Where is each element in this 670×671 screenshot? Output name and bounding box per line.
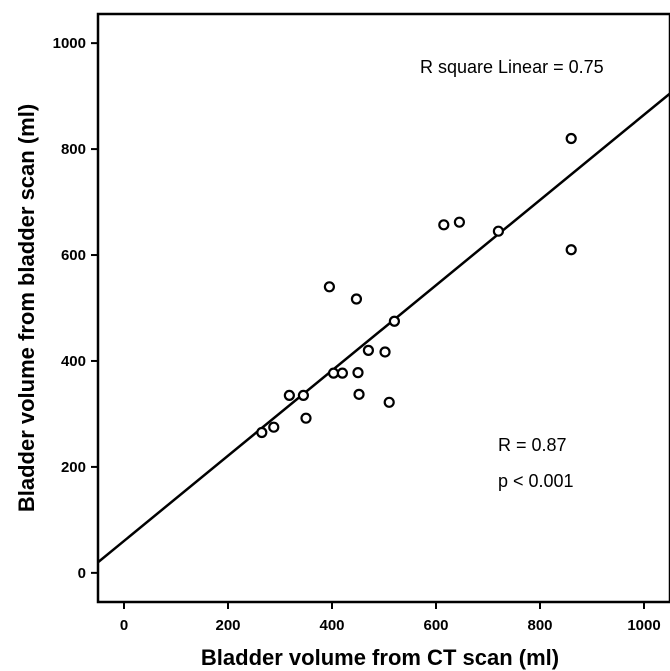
data-point [352, 367, 364, 379]
regression-line [98, 92, 670, 564]
data-point [438, 219, 450, 231]
x-tick-label: 1000 [627, 617, 660, 634]
data-point [379, 346, 391, 358]
x-tick-label: 200 [215, 617, 240, 634]
x-axis-title: Bladder volume from CT scan (ml) [201, 645, 559, 670]
y-tick-label: 0 [78, 565, 86, 582]
x-tick-label: 400 [319, 617, 344, 634]
data-point [336, 367, 348, 379]
y-tick-label: 800 [61, 141, 86, 158]
data-point [353, 388, 365, 400]
plot-frame [96, 12, 670, 604]
r-square-annotation: R square Linear = 0.75 [420, 57, 604, 77]
data-point [323, 281, 335, 293]
y-tick-label: 400 [61, 353, 86, 370]
data-point [383, 396, 395, 408]
data-point [388, 315, 400, 327]
data-point [453, 216, 465, 228]
data-point [297, 389, 309, 402]
y-tick-label: 600 [61, 247, 86, 264]
data-point [283, 389, 295, 402]
y-axis-title: Bladder volume from bladder scan (ml) [14, 104, 39, 512]
data-point [565, 132, 577, 145]
x-tick-label: 600 [423, 617, 448, 634]
regression-line-group [98, 92, 670, 564]
axis-ticks: 0 200 400 600 800 1000 0 200 400 600 800 1000 [53, 35, 661, 634]
p-annotation: p < 0.001 [498, 471, 574, 491]
x-tick-label: 0 [120, 617, 128, 634]
data-point [565, 244, 577, 256]
y-tick-label: 200 [61, 459, 86, 476]
data-point [362, 344, 374, 356]
data-point [256, 426, 268, 439]
r-annotation: R = 0.87 [498, 435, 567, 455]
data-point [492, 225, 504, 237]
data-point [327, 367, 340, 379]
data-point [350, 293, 363, 305]
data-point [268, 421, 280, 433]
data-points [256, 132, 577, 439]
data-point [300, 412, 312, 424]
x-tick-label: 800 [527, 617, 552, 634]
y-tick-label: 1000 [53, 35, 86, 52]
